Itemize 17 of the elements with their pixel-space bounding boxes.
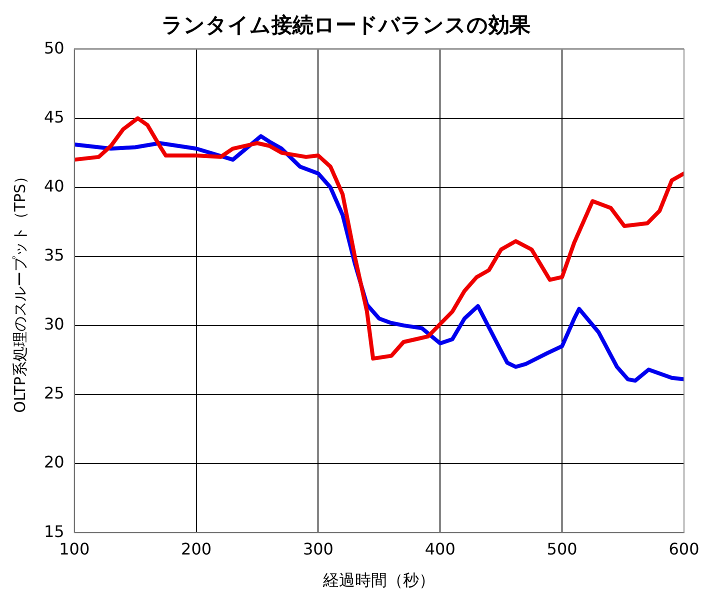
x-axis-title: 経過時間（秒） bbox=[322, 570, 436, 590]
y-tick-label: 35 bbox=[44, 246, 64, 265]
y-tick-label: 15 bbox=[44, 522, 64, 541]
y-tick-label: 30 bbox=[44, 314, 64, 334]
chart-title: ランタイム接続ロードバランスの効果 bbox=[162, 13, 530, 38]
y-tick-label: 40 bbox=[44, 176, 64, 196]
x-tick-label: 600 bbox=[668, 539, 700, 558]
y-tick-label: 20 bbox=[44, 452, 64, 472]
x-tick-label: 100 bbox=[59, 539, 90, 558]
y-tick-label: 50 bbox=[44, 38, 64, 58]
y-tick-label: 45 bbox=[44, 107, 64, 126]
x-tick-label: 500 bbox=[546, 539, 578, 558]
x-tick-label: 200 bbox=[181, 539, 212, 558]
x-tick-label: 300 bbox=[302, 539, 334, 558]
x-tick-label: 400 bbox=[424, 539, 456, 558]
y-tick-label: 25 bbox=[44, 384, 64, 403]
y-axis-title: OLTP系処理のスループット（TPS） bbox=[10, 168, 29, 413]
